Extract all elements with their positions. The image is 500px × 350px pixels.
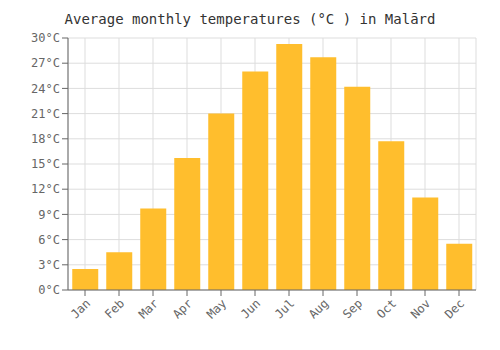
svg-text:Nov: Nov [408, 296, 433, 321]
svg-text:30°C: 30°C [31, 31, 60, 45]
svg-text:May: May [204, 296, 229, 321]
svg-text:Dec: Dec [442, 296, 467, 321]
svg-text:9°C: 9°C [38, 208, 60, 222]
svg-text:Aug: Aug [306, 296, 331, 321]
svg-text:27°C: 27°C [31, 56, 60, 70]
svg-text:Feb: Feb [102, 296, 127, 321]
svg-text:12°C: 12°C [31, 182, 60, 196]
svg-text:0°C: 0°C [38, 283, 60, 297]
svg-text:3°C: 3°C [38, 258, 60, 272]
svg-text:Jul: Jul [272, 296, 297, 321]
svg-text:Apr: Apr [170, 296, 195, 321]
svg-text:Jan: Jan [68, 296, 93, 321]
svg-text:Jun: Jun [238, 296, 263, 321]
svg-text:6°C: 6°C [38, 233, 60, 247]
svg-text:18°C: 18°C [31, 132, 60, 146]
svg-text:15°C: 15°C [31, 157, 60, 171]
svg-text:Oct: Oct [374, 296, 399, 321]
svg-text:Sep: Sep [340, 296, 365, 321]
html-text:Average monthly temperatures (: Average monthly temperatures (°C ) in Ma… [64, 11, 436, 27]
svg-text:21°C: 21°C [31, 107, 60, 121]
svg-text:Mar: Mar [136, 296, 161, 321]
svg-text:24°C: 24°C [31, 82, 60, 96]
